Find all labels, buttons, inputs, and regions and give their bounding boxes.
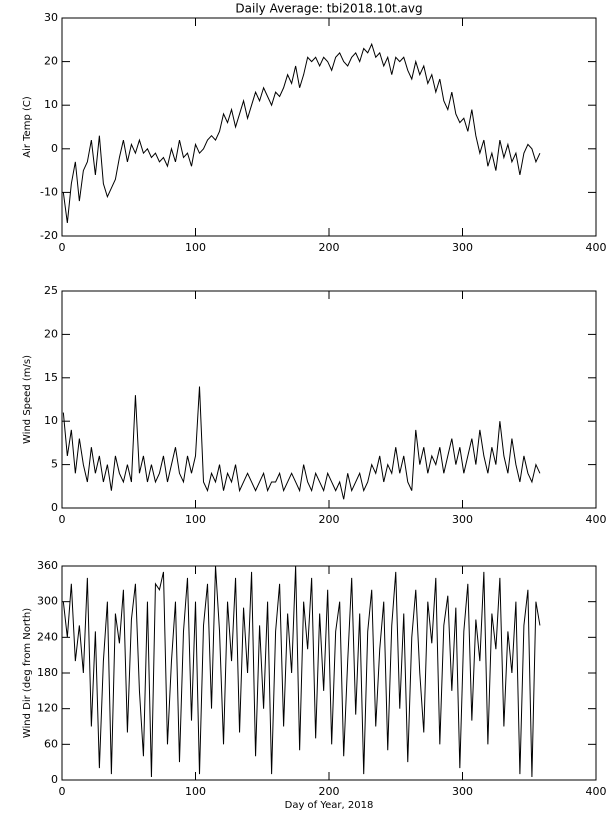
y-tick-label: 60 (44, 737, 58, 750)
x-tick-label: 300 (452, 785, 473, 798)
y-tick-label: 360 (37, 559, 58, 572)
y-tick-label: 5 (51, 458, 58, 471)
y-tick-label: 240 (37, 630, 58, 643)
y-axis-label: Wind Speed (m/s) (22, 355, 33, 444)
data-line (62, 565, 541, 778)
x-tick-label: 100 (185, 513, 206, 526)
y-tick-label: 20 (44, 327, 58, 340)
y-tick-label: 300 (37, 595, 58, 608)
y-axis-label: Air Temp (C) (22, 96, 33, 158)
x-tick-label: 200 (319, 513, 340, 526)
y-tick-label: 10 (44, 98, 58, 111)
y-tick-label: 10 (44, 414, 58, 427)
x-tick-label: 300 (452, 241, 473, 254)
y-tick-label: 15 (44, 371, 58, 384)
x-tick-label: 100 (185, 241, 206, 254)
y-tick-label: 0 (51, 773, 58, 786)
y-tick-label: 25 (44, 284, 58, 297)
y-tick-label: 0 (51, 142, 58, 155)
y-tick-label: 0 (51, 501, 58, 514)
x-tick-label: 400 (586, 785, 607, 798)
x-tick-label: 300 (452, 513, 473, 526)
y-tick-label: -10 (40, 185, 58, 198)
y-tick-label: 20 (44, 55, 58, 68)
y-tick-label: 120 (37, 702, 58, 715)
x-tick-label: 100 (185, 785, 206, 798)
x-axis-label: Day of Year, 2018 (285, 800, 374, 811)
x-tick-label: 0 (59, 513, 66, 526)
chart-title: Daily Average: tbi2018.10t.avg (235, 2, 422, 16)
y-tick-label: -20 (40, 229, 58, 242)
x-tick-label: 400 (586, 241, 607, 254)
x-tick-label: 200 (319, 785, 340, 798)
data-line (62, 42, 541, 223)
y-tick-label: 180 (37, 666, 58, 679)
x-tick-label: 0 (59, 241, 66, 254)
x-tick-label: 0 (59, 785, 66, 798)
x-tick-label: 400 (586, 513, 607, 526)
x-tick-label: 200 (319, 241, 340, 254)
y-axis-label: Wind Dir (deg from North) (22, 608, 33, 738)
data-line (62, 386, 541, 500)
y-tick-label: 30 (44, 11, 58, 24)
